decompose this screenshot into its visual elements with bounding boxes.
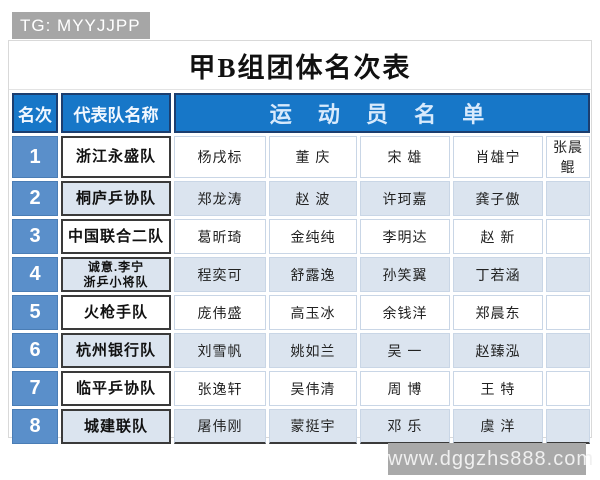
team-cell: 城建联队 [61, 409, 171, 444]
athlete-cell [546, 333, 591, 368]
athlete-cell: 赵 波 [269, 181, 357, 216]
athlete-cell: 庞伟盛 [174, 295, 266, 330]
team-cell: 临平乒协队 [61, 371, 171, 406]
rank-cell: 1 [12, 136, 58, 178]
athlete-cell [546, 409, 591, 444]
table-row: 3 中国联合二队 葛昕琦 金纯纯 李明达 赵 新 [12, 219, 591, 254]
athlete-cell: 龚子傲 [453, 181, 543, 216]
page-title: 甲B组团体名次表 [188, 52, 412, 83]
team-name: 中国联合二队 [67, 227, 164, 245]
athlete-cell: 郑龙涛 [174, 181, 266, 216]
table-row: 5 火枪手队 庞伟盛 高玉冰 余钱洋 郑晨东 [12, 295, 591, 330]
athlete-cell [546, 295, 591, 330]
athlete-cell: 肖雄宁 [453, 136, 543, 178]
rank-cell: 8 [12, 409, 58, 444]
team-cell: 火枪手队 [61, 295, 171, 330]
athlete-cell [546, 219, 591, 254]
athlete-cell: 葛昕琦 [174, 219, 266, 254]
team-name: 杭州银行队 [75, 341, 156, 359]
site-watermark-badge: www.dggzhs888.com [388, 443, 593, 475]
athlete-cell: 吴伟清 [269, 371, 357, 406]
table-row: 2 桐庐乒协队 郑龙涛 赵 波 许珂嘉 龚子傲 [12, 181, 591, 216]
team-cell: 桐庐乒协队 [61, 181, 171, 216]
athlete-cell: 蒙挺宇 [269, 409, 357, 444]
athlete-cell: 张逸轩 [174, 371, 266, 406]
rank-cell: 4 [12, 257, 58, 292]
athlete-cell: 程奕可 [174, 257, 266, 292]
header-athletes: 运 动 员 名 单 [174, 93, 591, 133]
athlete-cell: 许珂嘉 [360, 181, 450, 216]
athlete-cell: 虞 洋 [453, 409, 543, 444]
athlete-cell: 舒露逸 [269, 257, 357, 292]
athlete-cell: 赵臻泓 [453, 333, 543, 368]
rank-cell: 7 [12, 371, 58, 406]
ranking-table: 名次 代表队名称 运 动 员 名 单 1 浙江永盛队 杨戌标 董 庆 宋 雄 肖… [9, 90, 593, 447]
tg-watermark-badge: TG: MYYJJPP [12, 12, 150, 39]
athlete-cell: 屠伟刚 [174, 409, 266, 444]
title-bar: 甲B组团体名次表 [9, 41, 591, 90]
athlete-cell: 金纯纯 [269, 219, 357, 254]
athlete-cell: 丁若涵 [453, 257, 543, 292]
athlete-cell: 宋 雄 [360, 136, 450, 178]
athlete-cell [546, 181, 591, 216]
athlete-cell: 王 特 [453, 371, 543, 406]
athlete-cell: 孙笑翼 [360, 257, 450, 292]
team-cell: 诚意.李宁 浙乒小将队 [61, 257, 171, 292]
team-name: 浙江永盛队 [75, 148, 156, 165]
rank-cell: 2 [12, 181, 58, 216]
athlete-cell: 董 庆 [269, 136, 357, 178]
header-team: 代表队名称 [61, 93, 171, 133]
rank-cell: 6 [12, 333, 58, 368]
athlete-cell: 姚如兰 [269, 333, 357, 368]
team-cell: 杭州银行队 [61, 333, 171, 368]
athlete-cell [546, 257, 591, 292]
table-header-row: 名次 代表队名称 运 动 员 名 单 [12, 93, 591, 133]
ranking-sheet: 甲B组团体名次表 名次 代表队名称 运 动 员 名 单 1 浙江永盛队 杨戌标 … [8, 40, 592, 444]
rank-cell: 5 [12, 295, 58, 330]
rank-cell: 3 [12, 219, 58, 254]
athlete-cell: 高玉冰 [269, 295, 357, 330]
athlete-cell: 邓 乐 [360, 409, 450, 444]
team-cell: 浙江永盛队 [61, 136, 171, 178]
team-cell: 中国联合二队 [61, 219, 171, 254]
table-row: 6 杭州银行队 刘雪帆 姚如兰 吴 一 赵臻泓 [12, 333, 591, 368]
athlete-cell: 刘雪帆 [174, 333, 266, 368]
header-rank: 名次 [12, 93, 58, 133]
athlete-cell: 郑晨东 [453, 295, 543, 330]
team-name: 临平乒协队 [75, 379, 156, 397]
table-row: 4 诚意.李宁 浙乒小将队 程奕可 舒露逸 孙笑翼 丁若涵 [12, 257, 591, 292]
table-row: 8 城建联队 屠伟刚 蒙挺宇 邓 乐 虞 洋 [12, 409, 591, 444]
athlete-cell: 张晨鲲 [546, 136, 591, 178]
athlete-cell: 吴 一 [360, 333, 450, 368]
table-row: 7 临平乒协队 张逸轩 吴伟清 周 博 王 特 [12, 371, 591, 406]
athlete-cell: 赵 新 [453, 219, 543, 254]
table-row: 1 浙江永盛队 杨戌标 董 庆 宋 雄 肖雄宁 张晨鲲 [12, 136, 591, 178]
athlete-cell [546, 371, 591, 406]
athlete-cell: 李明达 [360, 219, 450, 254]
team-name-line2: 浙乒小将队 [83, 275, 149, 289]
athlete-cell: 周 博 [360, 371, 450, 406]
team-name: 桐庐乒协队 [75, 189, 156, 207]
team-name: 诚意.李宁 [87, 260, 145, 274]
athlete-cell: 余钱洋 [360, 295, 450, 330]
team-name: 城建联队 [83, 417, 148, 435]
team-name: 火枪手队 [83, 303, 148, 321]
athlete-cell: 杨戌标 [174, 136, 266, 178]
